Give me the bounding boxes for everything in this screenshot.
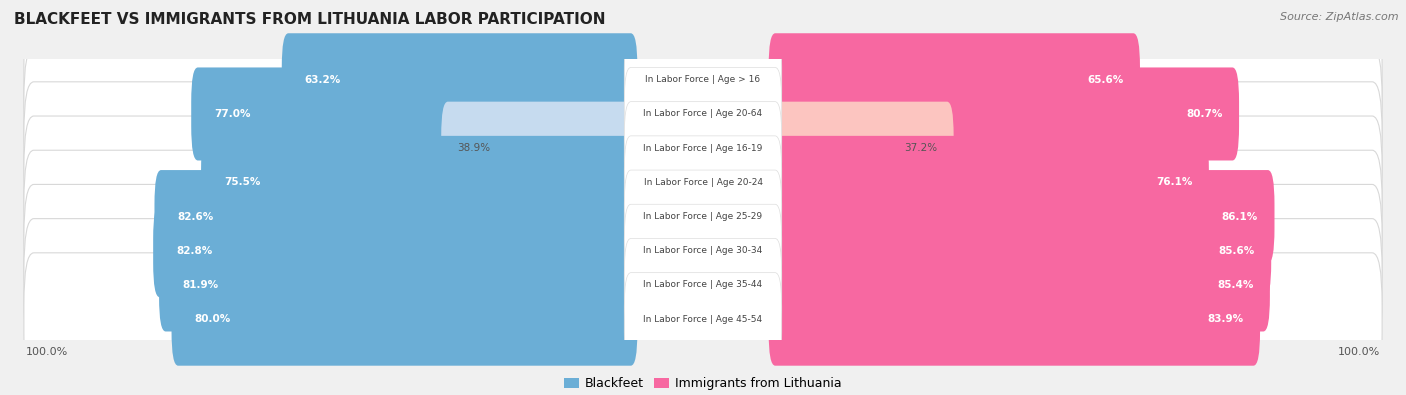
FancyBboxPatch shape [172,273,637,366]
Text: In Labor Force | Age 25-29: In Labor Force | Age 25-29 [644,212,762,221]
Text: 65.6%: 65.6% [1087,75,1123,85]
FancyBboxPatch shape [281,33,637,126]
FancyBboxPatch shape [769,273,1260,366]
FancyBboxPatch shape [441,102,637,195]
Text: In Labor Force | Age 20-64: In Labor Force | Age 20-64 [644,109,762,118]
FancyBboxPatch shape [624,204,782,297]
Text: 75.5%: 75.5% [224,177,260,187]
FancyBboxPatch shape [201,136,637,229]
FancyBboxPatch shape [24,48,1382,181]
FancyBboxPatch shape [769,136,1209,229]
Text: 37.2%: 37.2% [904,143,938,153]
Text: In Labor Force | Age 35-44: In Labor Force | Age 35-44 [644,280,762,290]
FancyBboxPatch shape [769,239,1270,331]
FancyBboxPatch shape [153,204,637,297]
Text: 85.4%: 85.4% [1218,280,1254,290]
FancyBboxPatch shape [624,33,782,126]
FancyBboxPatch shape [769,33,1140,126]
FancyBboxPatch shape [769,102,953,195]
FancyBboxPatch shape [24,116,1382,249]
FancyBboxPatch shape [24,253,1382,386]
Text: In Labor Force | Age 45-54: In Labor Force | Age 45-54 [644,315,762,324]
Text: 38.9%: 38.9% [457,143,491,153]
Text: In Labor Force | Age 16-19: In Labor Force | Age 16-19 [644,144,762,153]
FancyBboxPatch shape [769,68,1239,160]
Text: BLACKFEET VS IMMIGRANTS FROM LITHUANIA LABOR PARTICIPATION: BLACKFEET VS IMMIGRANTS FROM LITHUANIA L… [14,12,606,27]
Text: In Labor Force | Age 20-24: In Labor Force | Age 20-24 [644,178,762,187]
FancyBboxPatch shape [24,184,1382,317]
Text: 63.2%: 63.2% [305,75,342,85]
FancyBboxPatch shape [624,102,782,195]
Text: In Labor Force | Age > 16: In Labor Force | Age > 16 [645,75,761,84]
Text: 80.7%: 80.7% [1187,109,1223,119]
FancyBboxPatch shape [159,239,637,331]
Text: 86.1%: 86.1% [1222,212,1258,222]
Text: Source: ZipAtlas.com: Source: ZipAtlas.com [1281,12,1399,22]
Text: 82.8%: 82.8% [176,246,212,256]
Text: 76.1%: 76.1% [1156,177,1192,187]
FancyBboxPatch shape [769,204,1271,297]
Text: 80.0%: 80.0% [194,314,231,324]
FancyBboxPatch shape [769,170,1274,263]
Text: 83.9%: 83.9% [1208,314,1244,324]
FancyBboxPatch shape [624,136,782,229]
FancyBboxPatch shape [624,68,782,160]
Legend: Blackfeet, Immigrants from Lithuania: Blackfeet, Immigrants from Lithuania [560,372,846,395]
FancyBboxPatch shape [624,170,782,263]
FancyBboxPatch shape [24,150,1382,283]
Text: In Labor Force | Age 30-34: In Labor Force | Age 30-34 [644,246,762,255]
FancyBboxPatch shape [24,13,1382,146]
FancyBboxPatch shape [155,170,637,263]
Text: 85.6%: 85.6% [1219,246,1254,256]
Text: 81.9%: 81.9% [181,280,218,290]
Text: 77.0%: 77.0% [214,109,250,119]
FancyBboxPatch shape [24,218,1382,351]
Text: 82.6%: 82.6% [177,212,214,222]
FancyBboxPatch shape [624,239,782,331]
FancyBboxPatch shape [624,273,782,366]
FancyBboxPatch shape [24,82,1382,214]
FancyBboxPatch shape [191,68,637,160]
